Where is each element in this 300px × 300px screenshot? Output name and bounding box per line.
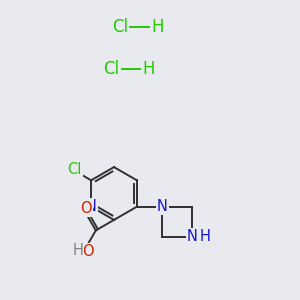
Text: O: O (80, 201, 92, 216)
Text: N: N (86, 199, 97, 214)
Text: Cl: Cl (67, 161, 81, 176)
Text: N: N (157, 199, 168, 214)
Text: H: H (200, 229, 211, 244)
Text: H: H (72, 243, 83, 258)
Text: H: H (142, 60, 155, 78)
Text: N: N (187, 229, 198, 244)
Text: H: H (151, 18, 164, 36)
Text: Cl: Cl (112, 18, 128, 36)
Text: Cl: Cl (103, 60, 119, 78)
Text: O: O (82, 244, 93, 259)
